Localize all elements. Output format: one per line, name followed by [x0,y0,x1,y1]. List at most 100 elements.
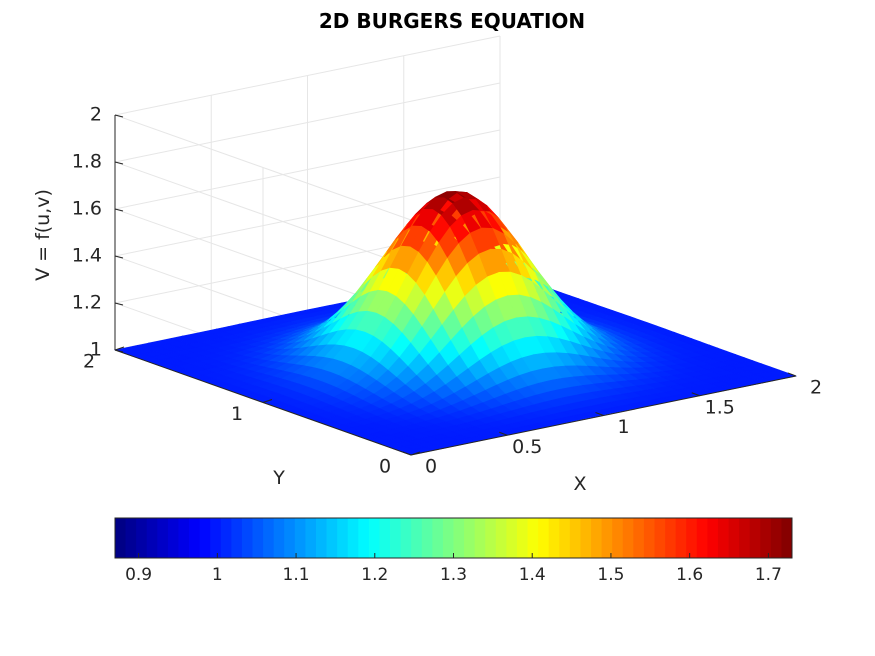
colorbar-swatch [760,518,772,558]
x-tick-mark [499,431,508,436]
colorbar-swatch [252,518,264,558]
colorbar-swatch [136,518,148,558]
z-tick-label: 1.2 [72,292,102,314]
colorbar-swatch [580,518,592,558]
colorbar-swatch [464,518,476,558]
colorbar-swatch [643,518,655,558]
y-tick-mark [262,399,273,403]
z-tick-mark [114,302,124,306]
chart-title: 2D BURGERS EQUATION [319,9,585,33]
colorbar-swatch [432,518,444,558]
colorbar-swatch [390,518,402,558]
colorbar-swatch [294,518,306,558]
colorbar-swatch [125,518,137,558]
colorbar-tick-label: 1 [212,565,223,585]
x-tick-label: 2 [810,377,822,399]
colorbar-swatch [368,518,380,558]
colorbar-swatch [495,518,507,558]
colorbar-swatch [569,518,581,558]
colorbar-swatch [115,518,126,558]
colorbar-swatch [220,518,232,558]
grid-line [114,176,501,257]
z-axis-label: V = f(u,v) [32,189,54,281]
colorbar-tick-labels: 0.9 1 1.1 1.2 1.3 1.4 1.5 1.6 1.7 [125,553,782,585]
grid-line [114,129,501,210]
x-tick-label: 0.5 [512,436,542,458]
colorbar-swatch [167,518,179,558]
colorbar-swatch [770,518,782,558]
colorbar-swatch [717,518,729,558]
z-tick-label: 2 [90,104,102,126]
colorbar-swatch [189,518,201,558]
colorbar-swatch [411,518,423,558]
colorbar-swatch [146,518,158,558]
colorbar-swatch [178,518,190,558]
colorbar-swatch [559,518,571,558]
colorbar-swatch [516,518,528,558]
colorbar-swatch [506,518,518,558]
colorbar-swatch [273,518,285,558]
grid-line [114,114,412,221]
colorbar-swatch [347,518,359,558]
y-axis-label: Y [272,467,285,489]
z-tick-mark [114,349,124,353]
z-tick-mark [114,114,124,118]
axes-lines [114,114,797,456]
y-tick-label: 1 [231,403,243,425]
colorbar-swatch [622,518,634,558]
colorbar-swatch [781,518,793,558]
colorbar-tick-label: 1.4 [519,565,546,585]
colorbar-swatch [591,518,602,558]
y-tick-label: 2 [83,351,95,373]
x-tick-label: 1.5 [705,396,735,418]
colorbar-swatch [453,518,465,558]
colorbar-tick-label: 0.9 [125,565,152,585]
colorbar-swatch [337,518,349,558]
colorbar-swatch [315,518,327,558]
colorbar-swatch [707,518,719,558]
grid-line [114,82,501,163]
colorbar-tick-label: 1.1 [283,565,310,585]
colorbar-tick-label: 1.2 [361,565,388,585]
z-tick-label: 1.6 [72,198,102,220]
y-tick-mark [114,346,125,351]
z-tick-mark [114,255,124,259]
colorbar-swatch [675,518,687,558]
colorbar-swatch [654,518,666,558]
colorbar-swatch [210,518,222,558]
colorbar-swatch [421,518,433,558]
colorbar-swatch [157,518,169,558]
colorbar-swatch [665,518,677,558]
colorbar-swatch [739,518,751,558]
z-tick-label: 1 [90,339,102,361]
colorbar-tick-label: 1.6 [676,565,703,585]
x-tick-mark [595,412,604,416]
colorbar-swatch [696,518,708,558]
colorbar-swatch [400,518,412,558]
z-tick-label: 1.8 [72,151,102,173]
x-tick-mark [691,392,700,397]
colorbar-swatch [241,518,253,558]
z-tick-mark [114,161,124,165]
colorbar-tick-label: 1.5 [597,565,624,585]
colorbar-swatch [263,518,275,558]
y-tick-mark [410,451,421,456]
colorbar-swatch [527,518,539,558]
colorbar [114,517,793,559]
colorbar-swatch [548,518,560,558]
colorbar-swatch [601,518,613,558]
colorbar-swatch [305,518,317,558]
colorbar-swatch [326,518,338,558]
colorbar-swatch [442,518,454,558]
colorbar-swatch [284,518,296,558]
colorbar-swatch [231,518,243,558]
x-tick-mark [787,372,797,377]
colorbar-swatch [358,518,370,558]
colorbar-swatch [379,518,391,558]
colorbar-swatch [538,518,550,558]
colorbar-tick-label: 1.3 [440,565,467,585]
x-tick-label: 0 [425,456,437,478]
x-tick-label: 1 [617,416,629,438]
grid-line [114,161,412,268]
